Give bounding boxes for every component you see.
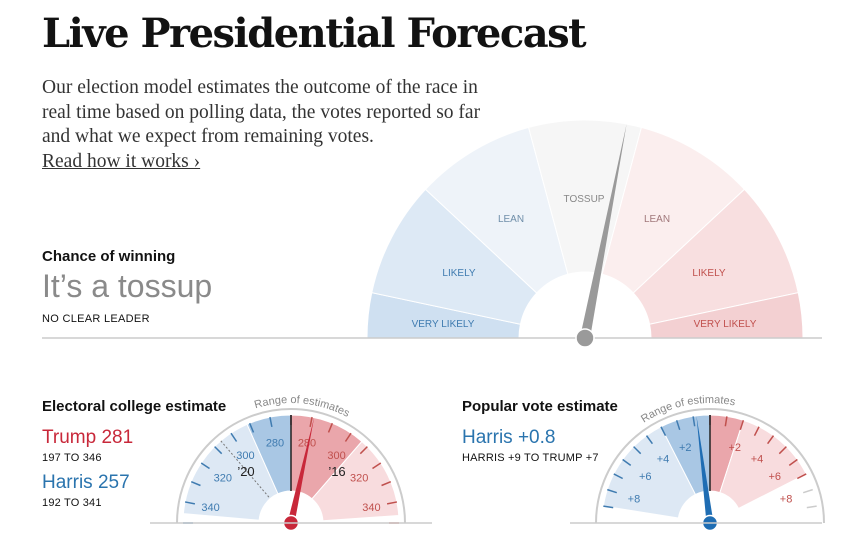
gauge-outline bbox=[595, 408, 825, 524]
label-likely-harris: LIKELY bbox=[442, 268, 475, 279]
tick bbox=[788, 458, 798, 467]
tick-label: 340 bbox=[201, 502, 219, 514]
needle-pointer bbox=[287, 417, 315, 524]
marker-2020-line bbox=[220, 440, 270, 498]
chance-gauge-labels: VERY LIKELY LIKELY LEAN TOSSUP LEAN LIKE… bbox=[412, 194, 757, 330]
chance-gauge bbox=[366, 119, 804, 339]
tick bbox=[613, 473, 624, 480]
intro-paragraph: Our election model estimates the outcome… bbox=[42, 77, 481, 147]
needle-hub bbox=[575, 328, 595, 348]
tick bbox=[327, 422, 334, 433]
trump-range-band bbox=[311, 440, 400, 522]
tick bbox=[269, 416, 273, 428]
chance-heading: Chance of winning bbox=[42, 248, 176, 265]
tick bbox=[778, 446, 787, 455]
gauge-outline bbox=[176, 408, 406, 524]
popular-range: HARRIS +9 TO TRUMP +7 bbox=[462, 452, 599, 464]
tick-label: +8 bbox=[628, 493, 641, 505]
electoral-tick-labels: 280 300 320 340 280 300 320 340 ’20 ’16 bbox=[201, 438, 380, 514]
tick bbox=[622, 458, 632, 467]
page-title: Live Presidential Forecast bbox=[42, 10, 587, 57]
tick-label: 280 bbox=[298, 438, 316, 450]
tick bbox=[386, 501, 398, 505]
chance-needle bbox=[575, 124, 627, 348]
tick bbox=[607, 488, 618, 494]
tick bbox=[309, 416, 313, 428]
popular-heading: Popular vote estimate bbox=[462, 398, 618, 415]
tick bbox=[753, 426, 760, 437]
tick bbox=[230, 432, 238, 442]
trump-range-band bbox=[719, 419, 807, 510]
tick bbox=[603, 505, 614, 509]
tick bbox=[633, 446, 642, 455]
tick-label: 300 bbox=[327, 450, 345, 462]
tick bbox=[724, 416, 728, 427]
tick bbox=[739, 420, 745, 431]
tick-label: +2 bbox=[679, 442, 692, 454]
tick-label: 300 bbox=[236, 450, 254, 462]
needle-pointer bbox=[580, 124, 627, 339]
tick-label: +2 bbox=[728, 442, 741, 454]
tick bbox=[381, 480, 392, 487]
marker-2020: ’20 bbox=[237, 464, 254, 479]
harris-range-band bbox=[182, 423, 279, 521]
tick-label: +4 bbox=[657, 453, 670, 465]
read-how-it-works-link[interactable]: Read how it works › bbox=[42, 150, 201, 172]
tick bbox=[675, 420, 681, 431]
chance-status: It’s a tossup bbox=[42, 268, 213, 304]
tick bbox=[645, 435, 654, 445]
label-likely-trump: LIKELY bbox=[692, 268, 725, 279]
popular-leader: Harris +0.8 bbox=[462, 427, 556, 448]
harris-range: 192 TO 341 bbox=[42, 497, 102, 509]
tick-label: +6 bbox=[639, 471, 652, 483]
tick bbox=[184, 501, 196, 505]
intro-text: Our election model estimates the outcome… bbox=[42, 76, 502, 174]
trump-electoral: Trump 281 bbox=[42, 427, 134, 448]
tick-label: 280 bbox=[266, 438, 284, 450]
tick bbox=[796, 473, 807, 480]
tick-label: +8 bbox=[780, 493, 793, 505]
harris-electoral: Harris 257 bbox=[42, 472, 130, 493]
chance-substatus: NO CLEAR LEADER bbox=[42, 313, 150, 325]
tick bbox=[359, 446, 368, 455]
tick-label: 320 bbox=[350, 472, 368, 484]
tick bbox=[692, 416, 696, 427]
tick bbox=[766, 435, 775, 445]
label-lean-trump: LEAN bbox=[644, 214, 670, 225]
tick bbox=[802, 488, 813, 494]
electoral-heading: Electoral college estimate bbox=[42, 398, 227, 415]
tick-label: +4 bbox=[751, 453, 764, 465]
tick bbox=[806, 505, 817, 509]
label-very-likely-trump: VERY LIKELY bbox=[694, 319, 757, 330]
tick-label: 320 bbox=[214, 472, 232, 484]
needle-pointer bbox=[696, 415, 714, 524]
tick bbox=[214, 446, 223, 455]
tick-label: +6 bbox=[768, 471, 781, 483]
tick bbox=[660, 426, 667, 437]
popular-tick-labels: +2 +4 +6 +8 +2 +4 +6 +8 bbox=[628, 442, 793, 505]
tick bbox=[200, 462, 210, 470]
tick bbox=[248, 422, 255, 433]
tick bbox=[344, 432, 352, 442]
popular-gauge bbox=[595, 408, 825, 524]
tick bbox=[190, 480, 201, 487]
trump-range: 197 TO 346 bbox=[42, 452, 102, 464]
label-tossup: TOSSUP bbox=[564, 194, 605, 205]
label-lean-harris: LEAN bbox=[498, 214, 524, 225]
tick-label: 340 bbox=[362, 502, 380, 514]
tick bbox=[372, 462, 382, 470]
electoral-gauge bbox=[176, 408, 406, 524]
label-very-likely-harris: VERY LIKELY bbox=[412, 319, 475, 330]
marker-2016: ’16 bbox=[328, 464, 345, 479]
